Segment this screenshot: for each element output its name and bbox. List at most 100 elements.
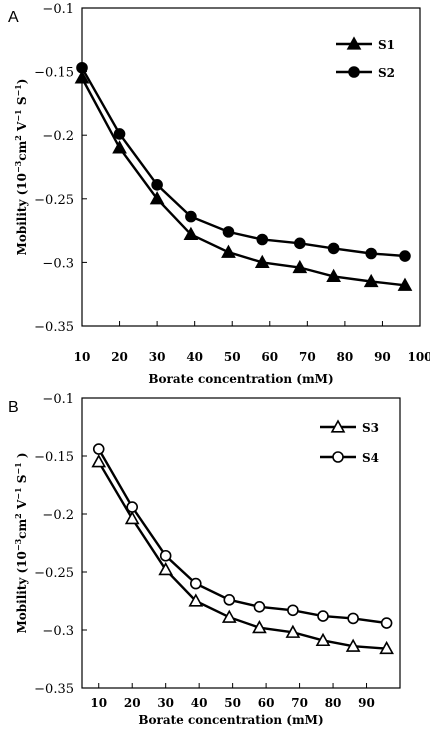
- legend-marker-s1: [346, 36, 362, 50]
- x-tick-label: 10: [90, 696, 107, 710]
- x-tick-label: 70: [299, 350, 316, 364]
- data-point-s4: [380, 617, 393, 629]
- series-line-s1: [80, 77, 406, 287]
- series-line-s2: [80, 67, 406, 258]
- series-line-s4: [97, 448, 387, 625]
- data-point-s3: [158, 562, 174, 576]
- data-point-s1: [326, 268, 341, 282]
- y-tick-label: −0.15: [34, 450, 74, 465]
- x-tick-label: 10: [74, 350, 91, 364]
- data-point-s4: [92, 443, 105, 455]
- y-tick-label: −0.35: [34, 682, 74, 697]
- y-axis-label-part: V: [15, 121, 29, 135]
- series-line-s3: [97, 461, 387, 650]
- y-tick-label: −0.35: [34, 320, 74, 335]
- y-axis-label-superscript: −1: [13, 487, 23, 499]
- x-tick-label: 60: [261, 350, 278, 364]
- chart-panel-a: A −0.1 −0.15 −0.2 −0.25 −0.3 −0.35 10 20 30 40 50 60…: [8, 2, 430, 386]
- data-point-s3: [315, 632, 331, 647]
- legend-marker-s3: [330, 419, 346, 433]
- data-point-s1: [149, 191, 165, 205]
- data-point-s2: [399, 250, 411, 262]
- legend-marker-s4: [332, 451, 344, 463]
- panel-letter: B: [8, 399, 19, 416]
- x-tick-label: 90: [358, 696, 375, 710]
- y-axis-label-part: cm: [15, 519, 29, 539]
- legend-label-s4: S4: [362, 451, 379, 465]
- x-tick-label: 80: [337, 350, 354, 364]
- y-axis-label: Mobility (10−3cm2 V−1 S−1 ): [13, 452, 29, 633]
- data-point-s4: [253, 600, 266, 613]
- data-point-s4: [126, 501, 139, 513]
- data-point-s4: [317, 610, 329, 622]
- y-axis-label-part: Mobility (10: [15, 173, 29, 255]
- x-tick-label: 70: [291, 696, 308, 710]
- y-axis-label-part: Mobility (10: [15, 551, 29, 633]
- data-point-s1: [183, 226, 199, 241]
- y-axis-label-part: ): [15, 452, 29, 462]
- data-point-s1: [363, 273, 379, 288]
- x-tick-label: 80: [325, 696, 342, 710]
- x-tick-label: 40: [186, 350, 203, 364]
- x-axis-label: Borate concentration (mM): [148, 372, 333, 386]
- data-point-s4: [347, 612, 359, 625]
- x-tick-label: 90: [374, 350, 391, 364]
- data-point-s2: [327, 242, 340, 255]
- y-axis-label-part: V: [15, 499, 29, 513]
- legend-marker-s2: [348, 66, 360, 78]
- y-tick-label: −0.25: [34, 193, 74, 208]
- data-point-s3: [379, 640, 394, 655]
- y-tick-label: −0.3: [42, 256, 74, 271]
- chart-panel-b: B −0.1 −0.15 −0.2 −0.25 −0.3 −0.35 10 20 30 40 50 60…: [8, 392, 401, 727]
- y-axis-label-superscript: 2: [13, 135, 23, 141]
- data-point-s4: [190, 577, 202, 590]
- data-point-s3: [91, 454, 107, 468]
- x-tick-label: 40: [191, 696, 208, 710]
- y-axis-label-superscript: 2: [13, 513, 23, 519]
- legend-label-s3: S3: [362, 421, 379, 435]
- plot-frame: [81, 7, 421, 327]
- data-point-s4: [223, 594, 236, 606]
- y-axis-label-superscript: −3: [13, 160, 23, 173]
- x-tick-label: 100: [407, 350, 430, 364]
- data-point-s2: [294, 237, 306, 250]
- data-point-s4: [159, 549, 172, 562]
- y-tick-label: −0.1: [42, 2, 74, 17]
- data-point-s1: [221, 244, 236, 258]
- data-point-s3: [124, 510, 140, 525]
- data-point-s2: [365, 247, 377, 260]
- y-axis-label-part: ): [15, 79, 29, 85]
- data-point-s1: [397, 277, 413, 291]
- data-point-s1: [292, 259, 308, 274]
- data-point-s1: [112, 140, 127, 154]
- y-axis-label-superscript: −3: [13, 538, 23, 551]
- y-tick-label: −0.2: [42, 129, 74, 144]
- data-point-s2: [76, 61, 88, 74]
- x-tick-label: 50: [224, 350, 241, 364]
- data-point-s3: [345, 638, 361, 652]
- data-point-s3: [221, 609, 237, 623]
- data-point-s2: [113, 128, 126, 140]
- y-axis-label-part: S: [15, 475, 29, 488]
- y-axis-label-part: cm: [15, 140, 29, 160]
- y-axis-label-superscript: −1: [13, 84, 23, 96]
- y-axis-label-superscript: −1: [13, 109, 23, 121]
- data-point-s4: [287, 604, 299, 617]
- data-point-s1: [254, 254, 270, 269]
- y-tick-label: −0.2: [42, 508, 74, 523]
- y-axis-label-part: S: [15, 97, 29, 110]
- y-tick-label: −0.15: [34, 66, 74, 81]
- x-tick-label: 20: [124, 696, 141, 710]
- x-axis-label: Borate concentration (mM): [138, 713, 323, 727]
- x-tick-label: 50: [224, 696, 241, 710]
- legend-label-s1: S1: [378, 38, 395, 52]
- x-tick-label: 20: [111, 350, 128, 364]
- y-tick-label: −0.3: [42, 624, 74, 639]
- data-point-s1: [74, 70, 90, 84]
- y-tick-label: −0.25: [34, 566, 74, 581]
- data-point-s2: [185, 210, 197, 223]
- x-tick-label: 60: [258, 696, 275, 710]
- panel-letter: A: [8, 9, 19, 26]
- plot-frame: [81, 397, 401, 689]
